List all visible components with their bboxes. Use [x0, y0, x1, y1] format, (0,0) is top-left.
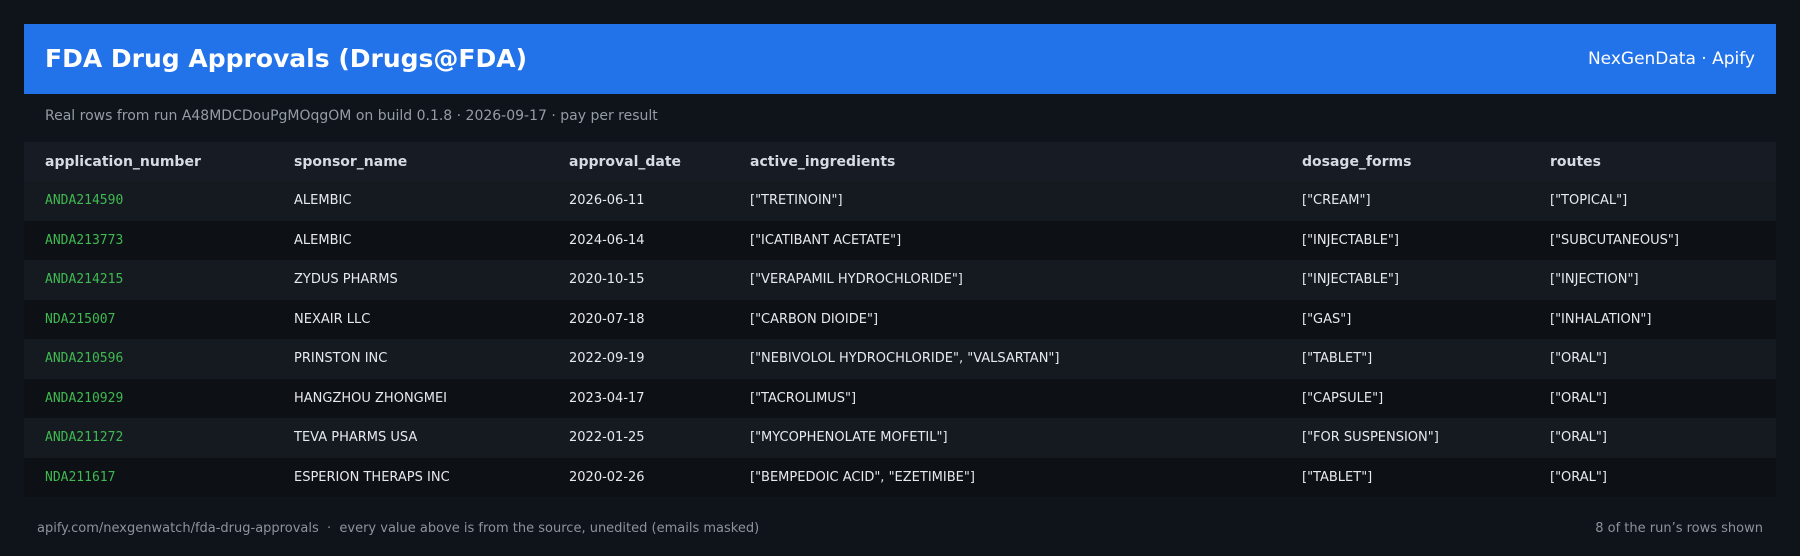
application-number: ANDA213773	[45, 232, 124, 248]
column-header: application_number	[45, 153, 201, 170]
cell: ["ORAL"]	[1550, 351, 1607, 367]
cell: ["ICATIBANT ACETATE"]	[750, 232, 902, 248]
cell: ["NEBIVOLOL HYDROCHLORIDE", "VALSARTAN"]	[750, 351, 1060, 367]
table-row: NDA215007 NEXAIR LLC 2020-07-18 ["CARBON DI…	[24, 299, 1776, 339]
subtitle: Real rows from run A48MDCDouPgMOqgOM on …	[45, 108, 658, 124]
column-header: active_ingredients	[750, 153, 896, 170]
cell: ["CAPSULE"]	[1302, 390, 1384, 406]
cell: ["ORAL"]	[1550, 469, 1607, 485]
cell: 2022-09-19	[569, 351, 645, 367]
cell: ["CREAM"]	[1302, 193, 1371, 209]
footer-source: apify.com/nexgenwatch/fda-drug-approvals…	[37, 521, 760, 536]
cell: ["SUBCUTANEOUS"]	[1550, 232, 1679, 248]
cell: ["MYCOPHENOLATE MOFETIL"]	[750, 430, 948, 446]
application-number: ANDA210929	[45, 390, 124, 406]
cell: ["TABLET"]	[1302, 351, 1373, 367]
cell: ["TRETINOIN"]	[750, 193, 843, 209]
cell: 2024-06-14	[569, 232, 645, 248]
cell: ["GAS"]	[1302, 311, 1352, 327]
table-row: NDA211617 ESPERION THERAPS INC 2020-02-26 […	[24, 457, 1776, 497]
cell: ["INJECTABLE"]	[1302, 272, 1399, 288]
cell: ALEMBIC	[294, 193, 352, 209]
application-number: NDA211617	[45, 469, 116, 485]
application-number: ANDA214590	[45, 193, 124, 209]
cell: ["INJECTION"]	[1550, 272, 1639, 288]
cell: PRINSTON INC	[294, 351, 388, 367]
cell: HANGZHOU ZHONGMEI	[294, 390, 448, 406]
data-table: application_number sponsor_name approval_d…	[24, 142, 1776, 497]
application-number: ANDA214215	[45, 272, 124, 288]
cell: 2026-06-11	[569, 193, 645, 209]
cell: ["ORAL"]	[1550, 390, 1607, 406]
table-row: ANDA213773 ALEMBIC 2024-06-14 ["ICATIBANT A…	[24, 220, 1776, 260]
column-header: sponsor_name	[294, 153, 408, 170]
cell: 2020-02-26	[569, 469, 645, 485]
header-bar: FDA Drug Approvals (Drugs@FDA) NexGenDat…	[24, 24, 1776, 94]
cell: 2020-07-18	[569, 311, 645, 327]
cell: ["TACROLIMUS"]	[750, 390, 857, 406]
column-header: dosage_forms	[1302, 153, 1412, 170]
application-number: ANDA211272	[45, 430, 124, 446]
cell: ["VERAPAMIL HYDROCHLORIDE"]	[750, 272, 963, 288]
footer-note: 8 of the run’s rows shown	[1595, 521, 1763, 536]
cell: NEXAIR LLC	[294, 311, 371, 327]
cell: ["INJECTABLE"]	[1302, 232, 1399, 248]
cell: ["TOPICAL"]	[1550, 193, 1628, 209]
cell: ["ORAL"]	[1550, 430, 1607, 446]
cell: 2023-04-17	[569, 390, 645, 406]
table-row: ANDA214590 ALEMBIC 2026-06-11 ["TRETINOIN"]…	[24, 181, 1776, 221]
cell: ESPERION THERAPS INC	[294, 469, 450, 485]
cell: ZYDUS PHARMS	[294, 272, 398, 288]
cell: ["FOR SUSPENSION"]	[1302, 430, 1439, 446]
cell: ["INHALATION"]	[1550, 311, 1652, 327]
cell: 2020-10-15	[569, 272, 645, 288]
cell: TEVA PHARMS USA	[294, 430, 418, 446]
header-row: application_number sponsor_name approval_d…	[24, 142, 1776, 181]
cell: ["CARBON DIOIDE"]	[750, 311, 879, 327]
column-header: approval_date	[569, 153, 682, 170]
brand: NexGenData · Apify	[1587, 49, 1755, 69]
application-number: NDA215007	[45, 311, 116, 327]
cell: ["BEMPEDOIC ACID", "EZETIMIBE"]	[750, 469, 975, 485]
table-row: ANDA210596 PRINSTON INC 2022-09-19 ["NEBIVO…	[24, 339, 1776, 379]
cell: 2022-01-25	[569, 430, 645, 446]
page-title: FDA Drug Approvals (Drugs@FDA)	[45, 44, 528, 73]
column-header: routes	[1550, 153, 1602, 170]
table-row: ANDA210929 HANGZHOU ZHONGMEI 2023-04-17 ["T…	[24, 378, 1776, 418]
application-number: ANDA210596	[45, 351, 124, 367]
cell: ALEMBIC	[294, 232, 352, 248]
table-row: ANDA211272 TEVA PHARMS USA 2022-01-25 ["MYC…	[24, 418, 1776, 458]
cell: ["TABLET"]	[1302, 469, 1373, 485]
table-row: ANDA214215 ZYDUS PHARMS 2020-10-15 ["VERAPA…	[24, 260, 1776, 300]
